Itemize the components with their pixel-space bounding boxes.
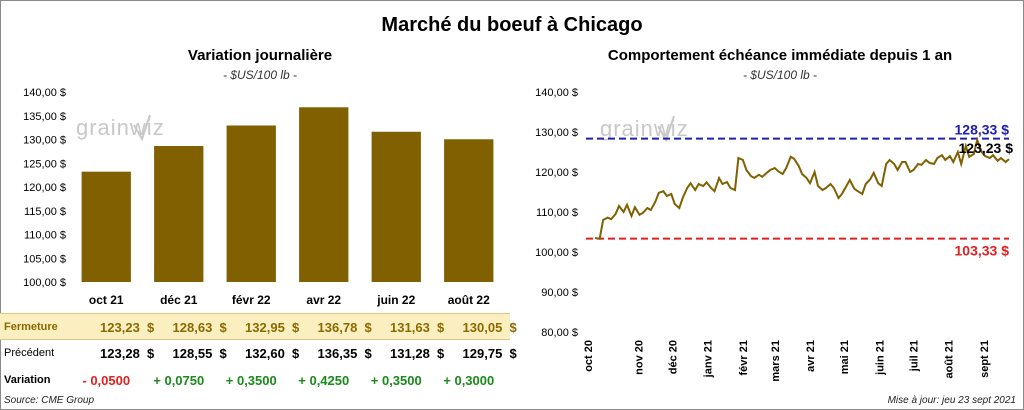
y-tick-label: 120,00 $ (23, 182, 66, 194)
table-cell: 131,63 $ (390, 320, 445, 335)
table-row-precedent: Précédent 123,28 $ 128,55 $ 132,60 $ 136,35… (0, 340, 517, 367)
y-tick-label: 130,00 $ (535, 127, 578, 139)
high-label: 128,33 $ (955, 122, 1010, 138)
page-title: Marché du boeuf à Chicago (381, 14, 643, 36)
table-cell: 132,95 $ (245, 320, 300, 335)
x-tick-label: nov 20 (633, 340, 645, 375)
y-tick-label: 135,00 $ (23, 111, 66, 123)
x-tick-label: juil 21 (908, 340, 920, 372)
table-cell: - 0,0500 (82, 373, 131, 388)
x-tick-label: avr 21 (805, 340, 817, 372)
x-tick-label: avr 22 (306, 293, 341, 307)
x-tick-label: juin 21 (874, 340, 886, 376)
table-row-fermeture: Fermeture 123,23 $ 128,63 $ 132,95 $ 136,78… (0, 313, 517, 340)
line-chart-unit: - $US/100 lb - (742, 68, 818, 82)
source-note: Source: CME Group (4, 395, 95, 406)
x-tick-label: mai 21 (839, 340, 851, 374)
y-tick-label: 105,00 $ (23, 253, 66, 265)
table-cell: 131,28 $ (390, 346, 445, 361)
x-tick-label: août 22 (448, 293, 490, 307)
y-tick-label: 140,00 $ (23, 87, 66, 99)
y-tick-label: 130,00 $ (23, 135, 66, 147)
watermark: grainwiz (76, 114, 165, 142)
table-cell: + 0,3000 (443, 373, 495, 388)
y-tick-label: 90,00 $ (541, 287, 578, 299)
x-tick-label: sept 21 (979, 340, 991, 378)
bar-chart-unit: - $US/100 lb - (222, 68, 298, 82)
y-tick-label: 80,00 $ (541, 327, 578, 339)
row-label: Variation (4, 374, 51, 386)
table-cell: 123,23 $ (100, 320, 155, 335)
x-tick-label: janv 21 (703, 340, 715, 378)
table-cell: 130,05 $ (462, 320, 517, 335)
watermark-text: grainwiz (76, 115, 165, 140)
y-tick-label: 140,00 $ (535, 87, 578, 99)
y-tick-label: 125,00 $ (23, 158, 66, 170)
bar (371, 131, 421, 282)
watermark-mark (133, 114, 151, 142)
y-tick-label: 110,00 $ (536, 207, 578, 219)
series-line (594, 136, 1010, 240)
table-row-variation: Variation - 0,0500 + 0,0750 + 0,3500 + 0,42… (0, 367, 510, 394)
y-tick-label: 120,00 $ (535, 167, 578, 179)
line-chart-title: Comportement échéance immédiate depuis 1… (607, 47, 953, 64)
table-cell: + 0,3500 (370, 373, 422, 388)
bar-chart-title: Variation journalière (187, 47, 333, 64)
table-cell: 129,75 $ (462, 346, 517, 361)
table-cell: 128,63 $ (172, 320, 227, 335)
bar (226, 125, 276, 282)
last-label: 123,23 $ (959, 140, 1014, 156)
table-cell: 132,60 $ (245, 346, 300, 361)
x-tick-label: déc 21 (160, 293, 198, 307)
table-cell: 136,78 $ (317, 320, 372, 335)
low-label: 103,33 $ (955, 243, 1010, 259)
table-cell: + 0,4250 (298, 373, 350, 388)
y-tick-label: 115,00 $ (24, 206, 66, 218)
update-note: Mise à jour: jeu 23 sept 2021 (887, 395, 1016, 406)
watermark-mark (657, 115, 675, 143)
x-tick-label: déc 20 (667, 340, 679, 374)
row-label: Fermeture (4, 321, 58, 333)
x-tick-label: août 21 (944, 340, 956, 379)
table-cell: 128,55 $ (172, 346, 227, 361)
bar (81, 171, 131, 282)
bar-chart: 100,00 $ 105,00 $ 110,00 $ 115,00 $ 120,00 $… (23, 87, 494, 307)
x-tick-label: févr 22 (232, 293, 271, 307)
x-tick-label: oct 20 (583, 340, 595, 372)
table-cell: + 0,0750 (153, 373, 205, 388)
table-cell: + 0,3500 (225, 373, 277, 388)
x-tick-label: oct 21 (89, 293, 124, 307)
bar (154, 146, 204, 282)
table-cell: 123,28 $ (100, 346, 155, 361)
row-label: Précédent (4, 347, 55, 359)
watermark-text: grainwiz (600, 116, 689, 141)
bar (444, 139, 494, 282)
y-tick-label: 100,00 $ (535, 247, 578, 259)
line-chart: 80,00 $ 90,00 $ 100,00 $ 110,00 $ 120,00 $ 13… (535, 87, 1014, 382)
y-tick-label: 100,00 $ (23, 277, 66, 289)
bar (299, 107, 349, 282)
y-tick-label: 110,00 $ (24, 230, 66, 242)
x-tick-label: mars 21 (770, 340, 782, 382)
table-cell: 136,35 $ (317, 346, 372, 361)
x-tick-label: févr 21 (738, 340, 750, 375)
x-tick-label: juin 22 (376, 293, 415, 307)
watermark: grainwiz (600, 115, 689, 143)
